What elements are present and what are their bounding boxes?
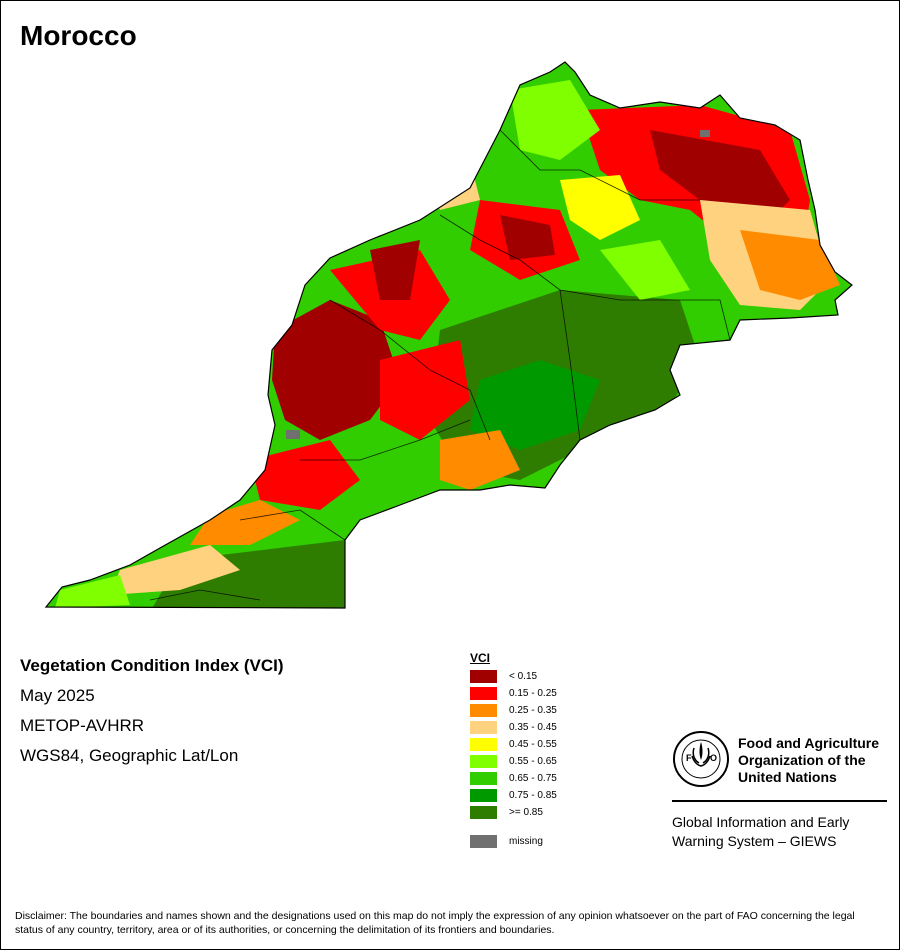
legend-item: 0.25 - 0.35: [470, 702, 557, 719]
disclaimer: Disclaimer: The boundaries and names sho…: [15, 910, 855, 936]
legend-item: 0.55 - 0.65: [470, 753, 557, 770]
legend-item: 0.35 - 0.45: [470, 719, 557, 736]
legend-item-missing: missing: [470, 833, 557, 850]
legend-title: VCI: [470, 651, 491, 665]
vci-map: [44, 61, 853, 609]
legend-swatch: [470, 738, 497, 751]
legend-swatch: [470, 755, 497, 768]
legend-label: 0.55 - 0.65: [509, 756, 557, 767]
sensor: METOP-AVHRR: [20, 716, 145, 735]
legend-swatch: [470, 806, 497, 819]
legend-label: 0.15 - 0.25: [509, 688, 557, 699]
legend-swatch: [470, 704, 497, 717]
legend-swatch: [470, 772, 497, 785]
legend-label: missing: [509, 836, 543, 847]
legend-swatch: [470, 687, 497, 700]
legend-item: 0.15 - 0.25: [470, 685, 557, 702]
legend-item: >= 0.85: [470, 804, 557, 821]
svg-text:F: F: [686, 753, 692, 763]
legend-swatch: [470, 721, 497, 734]
legend-item: 0.75 - 0.85: [470, 787, 557, 804]
legend-item: < 0.15: [470, 668, 557, 685]
vci-base-fill: [46, 62, 852, 608]
index-name: Vegetation Condition Index (VCI): [20, 656, 284, 675]
system-name: Global Information and Early Warning Sys…: [672, 814, 850, 849]
svg-text:O: O: [710, 753, 717, 763]
legend-item: 0.65 - 0.75: [470, 770, 557, 787]
projection: WGS84, Geographic Lat/Lon: [20, 746, 239, 765]
legend-label: 0.25 - 0.35: [509, 705, 557, 716]
fao-logo-icon: F O: [673, 731, 729, 787]
legend-label: >= 0.85: [509, 807, 543, 818]
legend-swatch: [470, 789, 497, 802]
org-name: Food and Agriculture Organization of the…: [738, 735, 880, 785]
legend-label: 0.45 - 0.55: [509, 739, 557, 750]
legend-label: 0.65 - 0.75: [509, 773, 557, 784]
legend-label: < 0.15: [509, 671, 538, 682]
period: May 2025: [20, 686, 95, 705]
map-title: Morocco: [20, 20, 137, 51]
map-info: Vegetation Condition Index (VCI) May 202…: [20, 656, 284, 776]
legend-label: 0.75 - 0.85: [509, 790, 557, 801]
legend-item: 0.45 - 0.55: [470, 736, 557, 753]
legend-swatch: [470, 835, 497, 848]
divider: [672, 800, 887, 802]
legend-label: 0.35 - 0.45: [509, 722, 557, 733]
legend-swatch: [470, 670, 497, 683]
legend: VCI < 0.15 0.15 - 0.25 0.25 - 0.35 0.35 - 0…: [470, 651, 557, 850]
country-outline: [44, 61, 853, 609]
